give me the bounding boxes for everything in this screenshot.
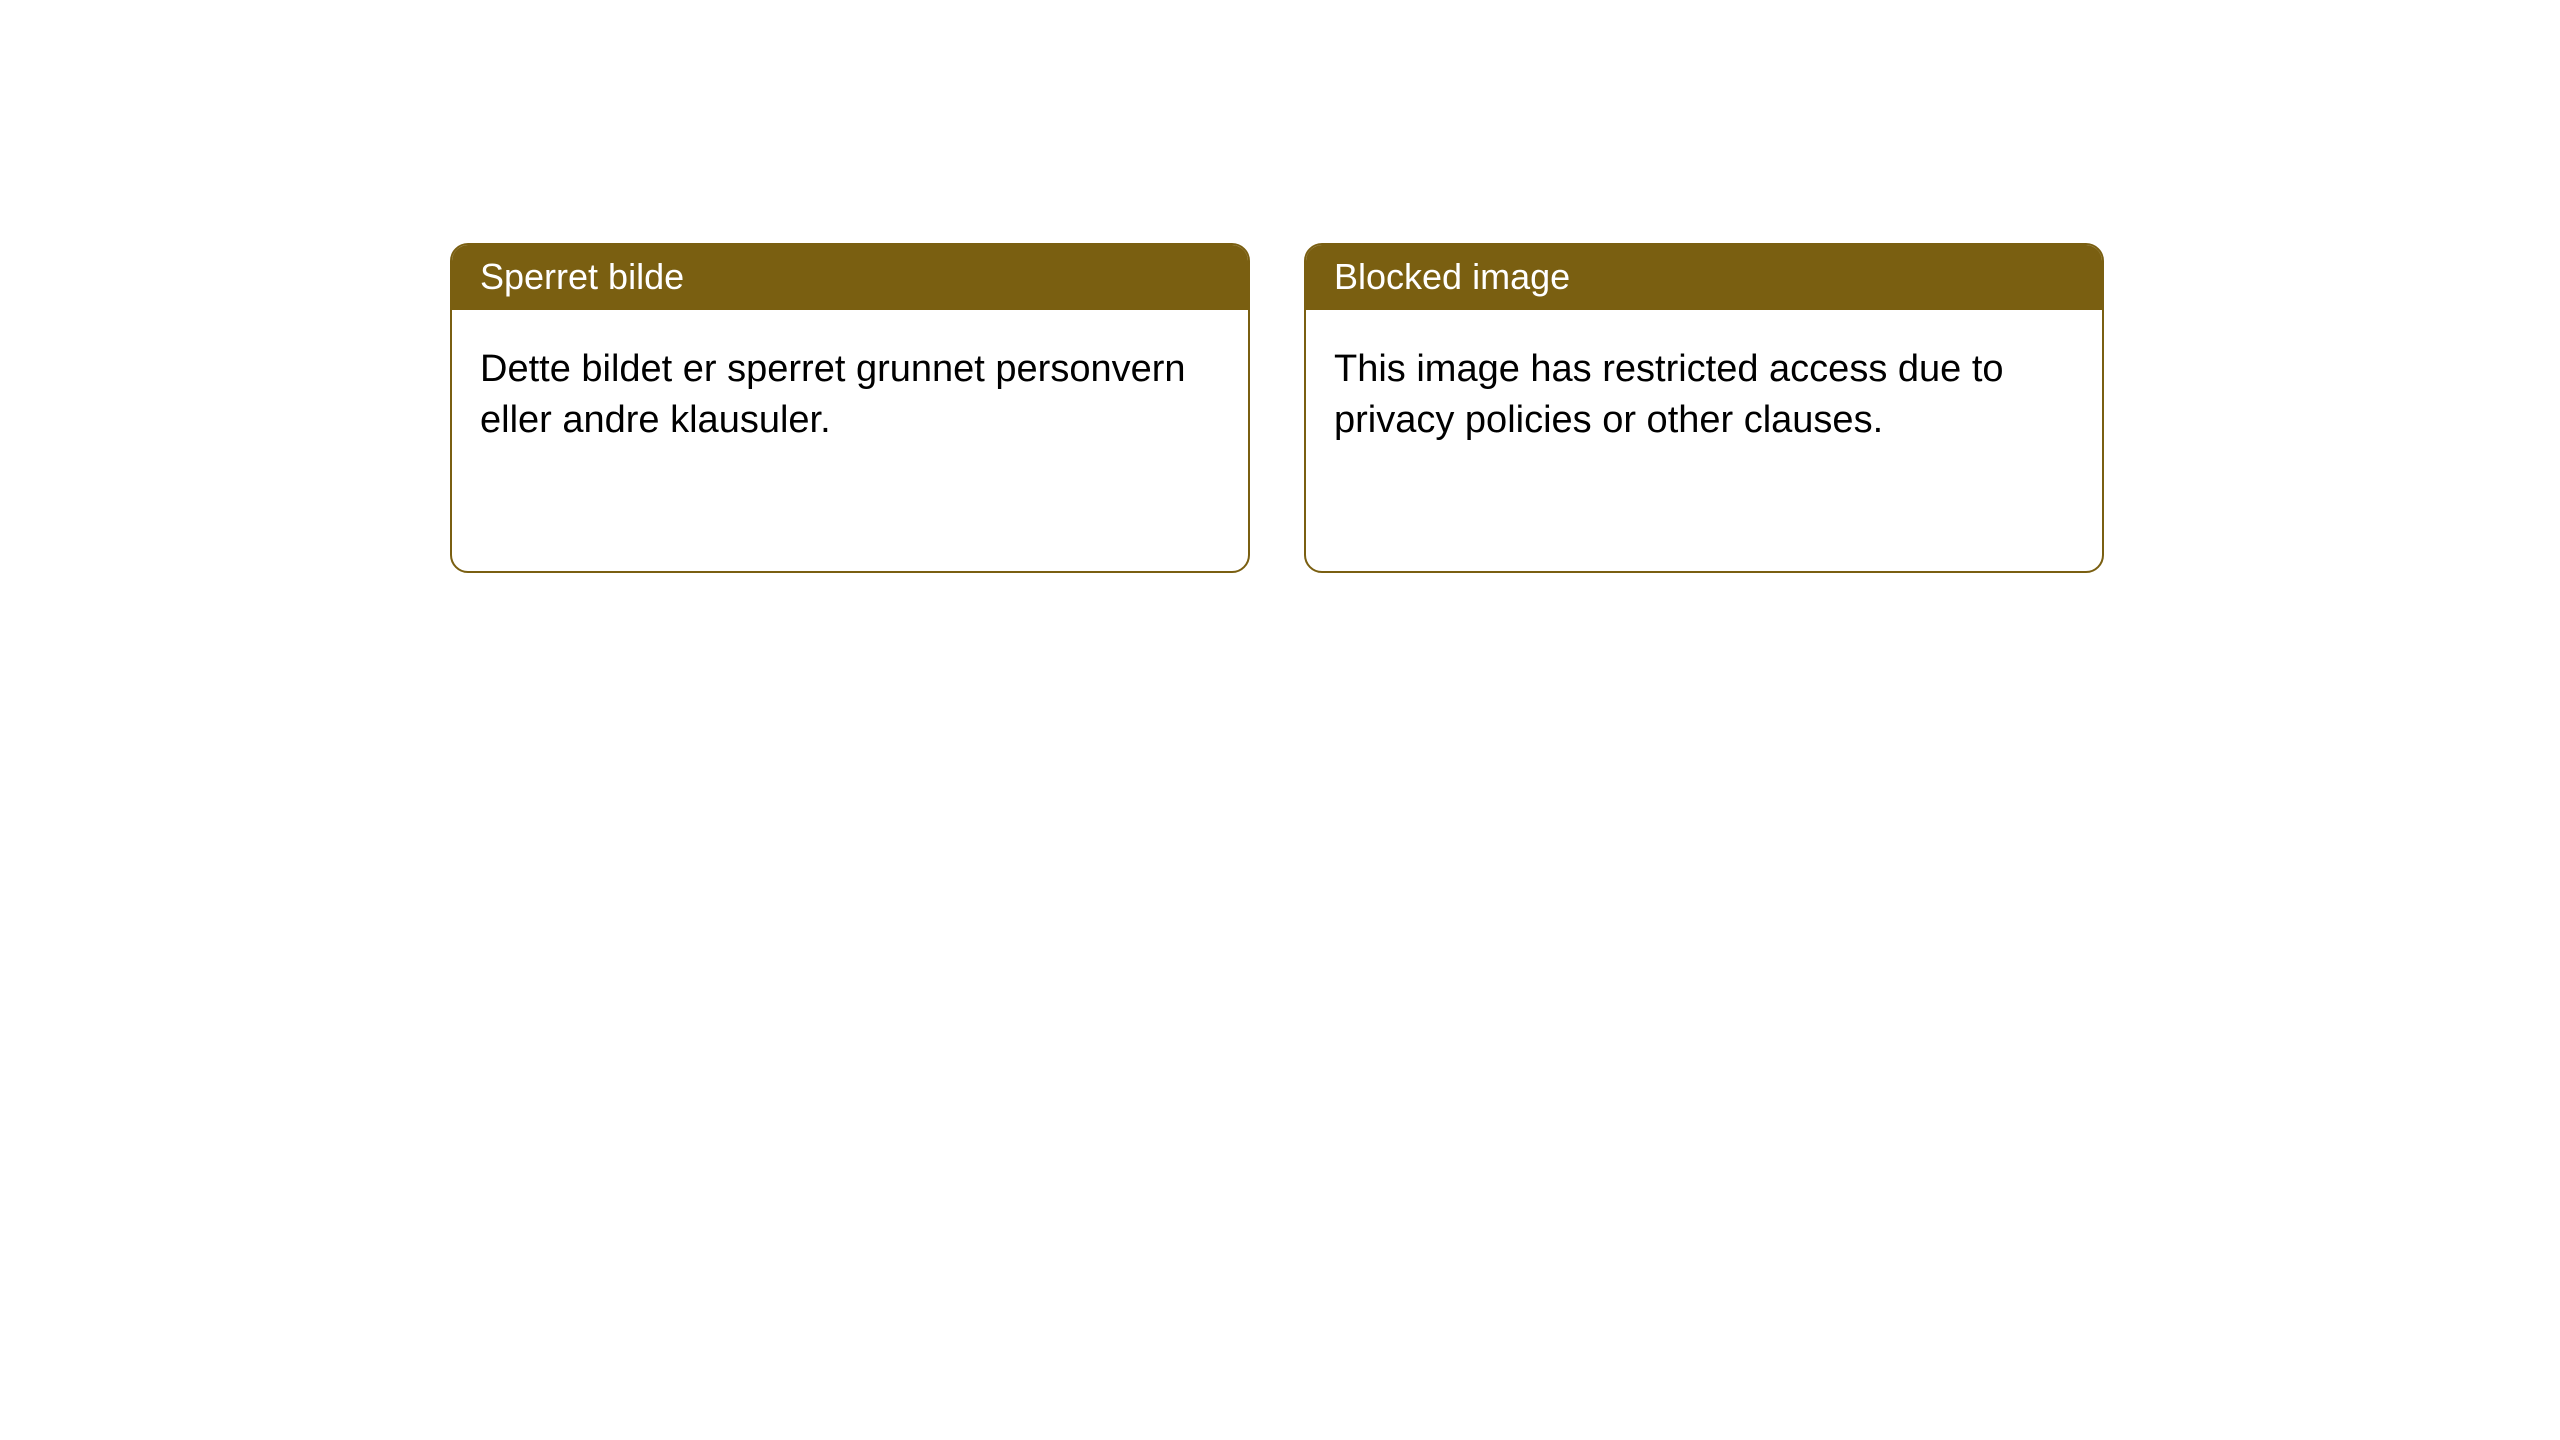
card-header: Blocked image: [1306, 245, 2102, 310]
card-body: Dette bildet er sperret grunnet personve…: [452, 310, 1248, 481]
cards-container: Sperret bilde Dette bildet er sperret gr…: [450, 243, 2104, 573]
card-body: This image has restricted access due to …: [1306, 310, 2102, 481]
card-header: Sperret bilde: [452, 245, 1248, 310]
blocked-image-card-no: Sperret bilde Dette bildet er sperret gr…: [450, 243, 1250, 573]
blocked-image-card-en: Blocked image This image has restricted …: [1304, 243, 2104, 573]
